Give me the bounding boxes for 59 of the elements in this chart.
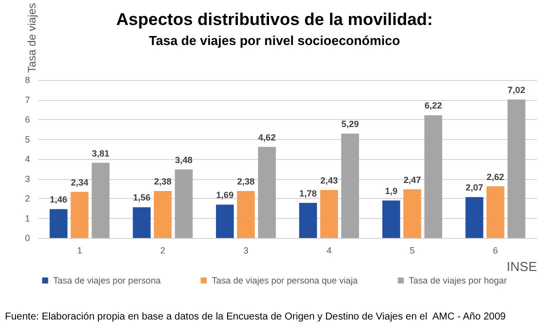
legend-label: Tasa de viajes por hogar — [408, 276, 507, 286]
data-label: 2,62 — [486, 172, 504, 182]
bar — [174, 169, 193, 238]
y-tick-label: 5 — [24, 134, 30, 144]
y-tick-label: 7 — [24, 94, 30, 105]
x-tick-label: 6 — [492, 246, 498, 256]
legend-label: Tasa de viajes por persona que viaja — [212, 276, 358, 286]
data-label: 2,07 — [466, 182, 484, 193]
data-label: 6,22 — [424, 100, 442, 111]
data-label: 5,29 — [341, 119, 359, 130]
y-axis-title: Tasa de viajes — [26, 2, 38, 73]
bar — [341, 134, 360, 238]
data-label: 1,69 — [216, 190, 234, 200]
y-tick-label: 6 — [24, 114, 30, 125]
data-label: 3,81 — [92, 148, 110, 158]
data-label: 1,9 — [384, 186, 398, 196]
bar — [92, 162, 110, 238]
data-label: 2,38 — [154, 176, 172, 187]
bar — [486, 186, 504, 238]
x-tick-label: 1 — [77, 246, 82, 256]
data-label: 4,62 — [258, 132, 276, 142]
bar — [70, 192, 88, 238]
bar — [154, 191, 172, 238]
chart-title: Aspectos distributivos de la movilidad: — [116, 10, 433, 29]
y-tick-label: 1 — [24, 213, 30, 224]
bar — [216, 204, 234, 238]
bar — [403, 189, 422, 238]
bar — [508, 99, 526, 238]
bar — [424, 115, 442, 238]
bar — [258, 146, 276, 238]
bar — [382, 200, 400, 238]
source-note: Fuente: Elaboración propia en base a datos de la Encuesta de Origen y Destino de Viajes en el AMC - Año 2009 — [5, 312, 506, 322]
bar — [237, 191, 255, 238]
data-label: 7,02 — [508, 84, 526, 95]
data-label: 2,47 — [403, 174, 422, 185]
bar — [50, 209, 68, 238]
data-label: 1,46 — [50, 194, 68, 205]
y-tick-label: 0 — [24, 233, 30, 243]
x-tick-label: 5 — [410, 246, 415, 256]
y-tick-label: 2 — [24, 194, 30, 204]
y-tick-label: 3 — [24, 174, 30, 184]
data-label: 2,38 — [237, 176, 255, 187]
bar — [465, 197, 484, 238]
x-tick-label: 4 — [326, 246, 332, 256]
bar — [320, 190, 338, 238]
legend-label: Tasa de viajes por persona — [53, 276, 161, 286]
x-tick-label: 2 — [160, 246, 166, 256]
x-axis-title: INSE — [506, 259, 538, 274]
y-tick-label: 4 — [24, 154, 30, 164]
data-label: 3,48 — [175, 154, 193, 165]
x-tick-label: 3 — [243, 246, 248, 256]
chart-subtitle: Tasa de viajes por nivel socioeconómico — [148, 33, 400, 48]
bar — [299, 202, 317, 238]
y-tick-label: 8 — [24, 75, 30, 86]
data-label: 2,43 — [320, 176, 338, 186]
data-label: 1,78 — [299, 188, 317, 198]
bar — [132, 207, 151, 238]
data-label: 2,34 — [70, 177, 88, 188]
data-label: 1,56 — [132, 192, 150, 203]
